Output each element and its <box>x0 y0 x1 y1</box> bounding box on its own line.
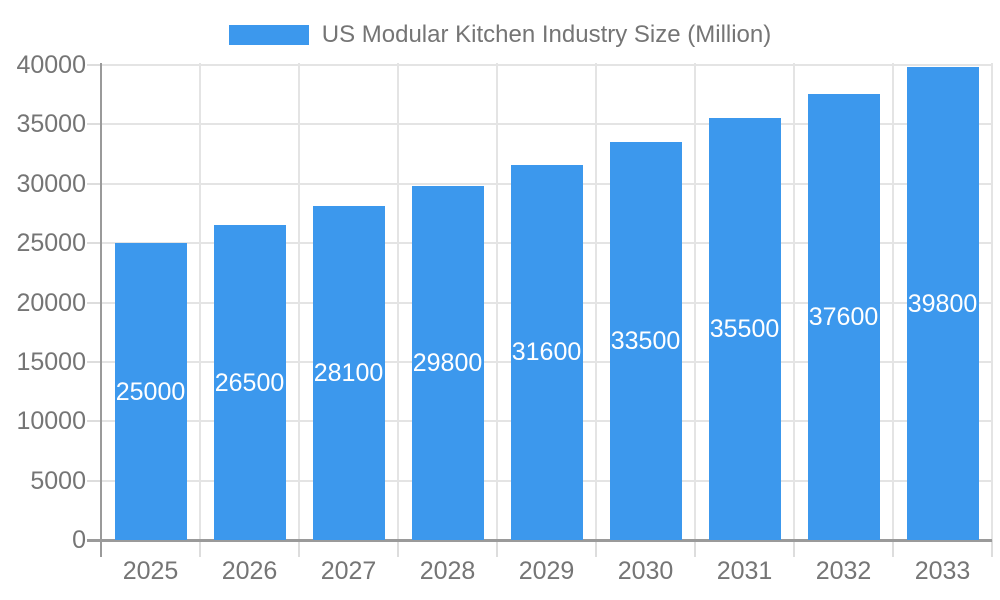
x-tick <box>397 540 399 557</box>
x-tick <box>298 540 300 557</box>
y-tick <box>87 123 101 126</box>
y-axis-label: 30000 <box>16 169 86 198</box>
x-axis-label: 2032 <box>815 557 872 585</box>
x-axis-label: 2033 <box>914 557 971 585</box>
h-gridline <box>101 64 992 66</box>
y-tick <box>87 64 101 66</box>
x-tick <box>892 540 894 557</box>
legend-label: US Modular Kitchen Industry Size (Millio… <box>321 21 772 48</box>
x-axis-label: 2029 <box>518 557 575 585</box>
y-axis-label: 25000 <box>16 229 86 258</box>
x-tick <box>694 540 696 557</box>
y-tick <box>87 479 101 482</box>
x-tick <box>793 540 795 557</box>
v-gridline <box>991 63 993 540</box>
y-tick <box>87 301 101 304</box>
bar[interactable] <box>312 206 385 540</box>
bar[interactable] <box>114 243 187 540</box>
bar-value-label: 25000 <box>115 377 186 406</box>
y-axis-label: 10000 <box>16 407 86 436</box>
legend[interactable]: US Modular Kitchen Industry Size (Millio… <box>0 21 1000 49</box>
y-axis-label: 40000 <box>16 51 86 79</box>
x-axis-label: 2027 <box>320 557 377 585</box>
bar[interactable] <box>609 142 682 540</box>
y-axis-label: 15000 <box>16 347 86 376</box>
bar-value-label: 29800 <box>412 349 483 378</box>
y-tick <box>87 182 101 185</box>
bar-value-label: 33500 <box>610 327 681 356</box>
bar-value-label: 35500 <box>709 315 780 344</box>
bar-value-label: 31600 <box>511 338 582 367</box>
y-tick <box>87 360 101 363</box>
bar-value-label: 37600 <box>808 302 879 331</box>
bar-value-label: 26500 <box>214 368 285 397</box>
y-axis-label: 35000 <box>16 110 86 139</box>
x-axis-line <box>87 539 992 542</box>
bar[interactable] <box>213 225 286 540</box>
bar[interactable] <box>411 186 484 540</box>
legend-swatch <box>228 25 309 45</box>
y-axis-line <box>100 63 102 557</box>
x-axis-label: 2030 <box>617 557 674 585</box>
bar[interactable] <box>708 118 781 540</box>
y-axis-label: 5000 <box>30 466 86 495</box>
y-axis-label: 0 <box>72 526 86 554</box>
x-axis-label: 2025 <box>122 557 179 585</box>
bar-value-label: 39800 <box>907 289 978 318</box>
x-axis-label: 2028 <box>419 557 476 585</box>
x-axis-label: 2026 <box>221 557 278 585</box>
bar[interactable] <box>510 164 583 540</box>
x-tick <box>496 540 498 557</box>
bar[interactable] <box>807 93 880 540</box>
x-axis-label: 2031 <box>716 557 773 585</box>
x-tick <box>595 540 597 557</box>
y-tick <box>87 420 101 423</box>
x-tick <box>199 540 201 557</box>
bar-value-label: 28100 <box>313 359 384 388</box>
y-tick <box>87 242 101 245</box>
bar[interactable] <box>906 67 979 540</box>
x-tick <box>991 540 993 557</box>
h-gridline <box>101 123 992 126</box>
y-axis-label: 20000 <box>16 288 86 317</box>
